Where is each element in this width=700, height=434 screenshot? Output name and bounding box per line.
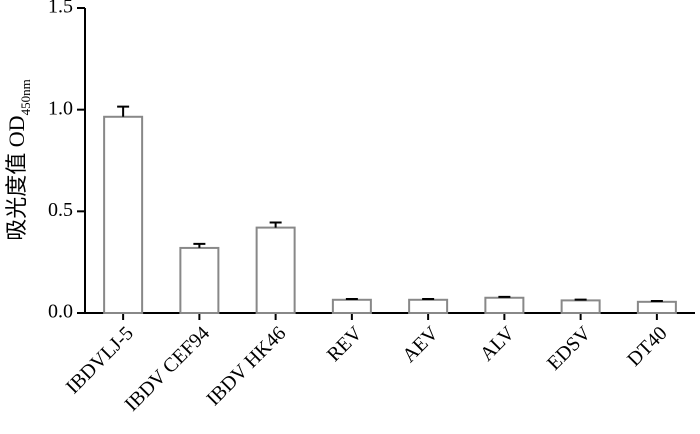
x-tick-label: IBDVLJ-5 xyxy=(62,322,138,398)
x-tick-label: IBDV HK46 xyxy=(202,322,290,410)
bar xyxy=(560,299,601,315)
x-tick-label: DT40 xyxy=(623,322,672,371)
error-bar xyxy=(269,221,282,228)
bar xyxy=(179,246,220,314)
x-tick-label: AEV xyxy=(398,322,443,367)
error-bar xyxy=(422,297,435,300)
y-tick-label: 0.0 xyxy=(48,301,73,323)
error-bar xyxy=(650,300,663,303)
bar xyxy=(408,298,449,314)
x-tick-label: ALV xyxy=(476,322,520,366)
error-bar xyxy=(498,295,511,298)
x-tick-label: REV xyxy=(323,322,367,366)
bar xyxy=(255,226,296,315)
error-bar xyxy=(117,105,130,117)
error-bar xyxy=(193,242,206,248)
bar xyxy=(484,296,525,314)
bar xyxy=(636,300,677,315)
error-bar xyxy=(574,298,587,301)
bar xyxy=(331,298,372,314)
y-tick-label: 0.5 xyxy=(48,199,73,221)
y-label-subscript: 450nm xyxy=(18,79,33,115)
bar xyxy=(103,115,144,314)
y-label-text: 吸光度值 OD xyxy=(4,115,29,240)
error-bar xyxy=(345,297,358,300)
y-tick-label: 1.0 xyxy=(48,97,73,119)
y-tick-label: 1.5 xyxy=(48,0,73,18)
x-tick-label: EDSV xyxy=(543,322,596,375)
y-axis-label: 吸光度值 OD450nm xyxy=(4,79,33,240)
